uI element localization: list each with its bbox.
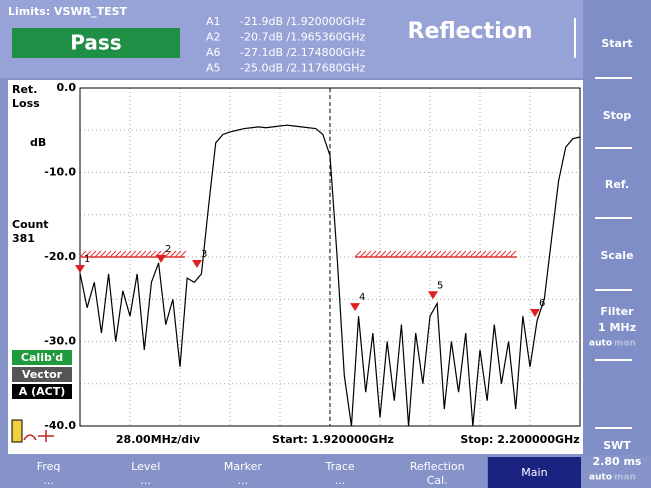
marker xyxy=(156,254,166,263)
softkey-label[interactable]: SWT xyxy=(603,439,631,452)
readout-label: A6 xyxy=(206,46,221,59)
battery xyxy=(11,419,23,443)
softkey-value: 1 MHz xyxy=(598,321,636,334)
marker xyxy=(350,303,360,312)
softkey-panel xyxy=(583,0,651,455)
limits-label: Limits: VSWR_TEST xyxy=(8,5,128,18)
softkey-value: 2.80 ms xyxy=(593,455,642,468)
menu-sub: ... xyxy=(43,474,54,487)
softkey-auto: auto xyxy=(589,339,612,349)
menu-button[interactable] xyxy=(99,457,193,488)
count-label: Count xyxy=(12,218,49,231)
menu-button[interactable] xyxy=(293,457,387,488)
limit-hatch xyxy=(354,250,517,258)
trace xyxy=(79,124,581,427)
y-tick-label: 0.0 xyxy=(57,81,77,94)
menu-label: Marker xyxy=(224,460,262,473)
badge xyxy=(12,384,72,399)
softkey-man: man xyxy=(614,473,636,483)
menu-sub: Cal. xyxy=(427,474,448,487)
badge-text: Vector xyxy=(22,368,63,381)
softkey-auto: auto xyxy=(589,473,612,483)
span-per-div: 28.00MHz/div xyxy=(116,433,201,446)
battery-icon xyxy=(11,419,54,443)
marker-label: 5 xyxy=(437,280,443,291)
marker xyxy=(191,259,202,268)
start-freq: Start: 1.920000GHz xyxy=(272,433,394,446)
softkey-label[interactable]: Ref. xyxy=(605,178,629,191)
menu-label: Trace xyxy=(324,460,354,473)
marker xyxy=(428,291,438,300)
readout-value: -25.0dB /2.117680GHz xyxy=(240,62,365,75)
y-tick-label: -10.0 xyxy=(44,166,76,179)
badge xyxy=(12,367,72,382)
plot-panel xyxy=(8,80,583,454)
softkey-label[interactable]: Start xyxy=(601,37,632,50)
connector-icon xyxy=(23,430,54,442)
marker-label: 4 xyxy=(359,292,365,303)
menu-button[interactable] xyxy=(390,457,484,488)
unit-label: dB xyxy=(30,136,46,149)
menu-button[interactable] xyxy=(2,457,96,488)
menu-label: Main xyxy=(521,466,547,479)
menu-label: Reflection xyxy=(410,460,465,473)
marker-label: 2 xyxy=(165,244,171,255)
marker xyxy=(75,265,85,274)
menu-sub: ... xyxy=(238,474,249,487)
menu-sub: ... xyxy=(141,474,152,487)
readout-value: -20.7dB /1.965360GHz xyxy=(240,31,365,44)
count-value: 381 xyxy=(12,232,35,245)
marker-label: 6 xyxy=(539,298,545,309)
readout-label: A5 xyxy=(206,62,221,75)
badge-text: A (ACT) xyxy=(19,385,66,398)
status: Pass xyxy=(70,31,121,55)
marker-label: 1 xyxy=(84,254,90,265)
menu-label: Freq xyxy=(37,460,61,473)
menu-sub: ... xyxy=(335,474,346,487)
menu-button[interactable] xyxy=(196,457,290,488)
menu-button[interactable] xyxy=(487,457,581,488)
readout-label: A1 xyxy=(206,15,221,28)
stop-freq: Stop: 2.200000GHz xyxy=(460,433,579,446)
softkey-label[interactable]: Scale xyxy=(600,249,633,262)
status-box xyxy=(12,28,180,58)
softkey-label[interactable]: Filter xyxy=(600,305,634,318)
readout-label: A2 xyxy=(206,31,221,44)
softkey-label[interactable]: Stop xyxy=(603,109,632,122)
badge-text: Calib'd xyxy=(21,351,63,364)
readout-value: -27.1dB /2.174800GHz xyxy=(240,46,365,59)
marker xyxy=(530,308,540,317)
y-tick-label: -20.0 xyxy=(44,250,76,263)
marker-label: 3 xyxy=(201,249,207,260)
side-label: Loss xyxy=(12,97,40,110)
side-label: Ret. xyxy=(12,83,37,96)
mode-title: Reflection xyxy=(408,19,533,44)
menu-label: Level xyxy=(131,460,160,473)
limit-hatch xyxy=(79,250,187,258)
badge xyxy=(12,350,72,365)
y-tick-label: -40.0 xyxy=(44,419,76,432)
y-tick-label: -30.0 xyxy=(44,335,76,348)
readout-value: -21.9dB /1.920000GHz xyxy=(240,15,365,28)
softkey-man: man xyxy=(614,339,636,349)
